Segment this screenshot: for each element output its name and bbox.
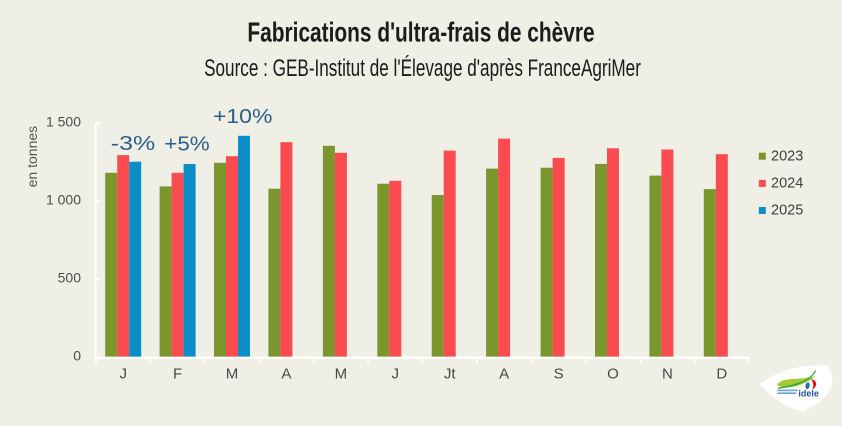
svg-text:0: 0 xyxy=(73,348,81,364)
svg-text:Source : GEB-Institut de l'Éle: Source : GEB-Institut de l'Élevage d'apr… xyxy=(204,55,641,81)
svg-text:+5%: +5% xyxy=(164,134,210,156)
svg-text:2025: 2025 xyxy=(771,203,803,219)
svg-text:1 500: 1 500 xyxy=(46,114,81,130)
svg-text:en tonnes: en tonnes xyxy=(24,126,40,188)
svg-text:+10%: +10% xyxy=(213,105,272,128)
svg-text:N: N xyxy=(662,366,673,383)
svg-text:Jt: Jt xyxy=(444,366,457,383)
svg-text:D: D xyxy=(716,366,727,383)
svg-text:M: M xyxy=(335,366,348,383)
svg-text:F: F xyxy=(173,366,182,383)
svg-text:M: M xyxy=(226,366,239,383)
svg-text:O: O xyxy=(607,366,619,383)
svg-text:2023: 2023 xyxy=(771,148,803,164)
svg-text:J: J xyxy=(392,366,400,383)
svg-text:2024: 2024 xyxy=(771,176,803,192)
svg-text:500: 500 xyxy=(58,270,82,286)
svg-text:S: S xyxy=(554,366,564,383)
svg-text:idele: idele xyxy=(798,389,819,399)
svg-text:J: J xyxy=(119,366,127,383)
svg-text:A: A xyxy=(499,366,509,383)
svg-text:1 000: 1 000 xyxy=(46,192,81,208)
svg-text:Fabrications d'ultra-frais de: Fabrications d'ultra-frais de chèvre xyxy=(247,18,594,49)
svg-text:A: A xyxy=(281,366,291,383)
svg-text:-3%: -3% xyxy=(111,133,155,155)
